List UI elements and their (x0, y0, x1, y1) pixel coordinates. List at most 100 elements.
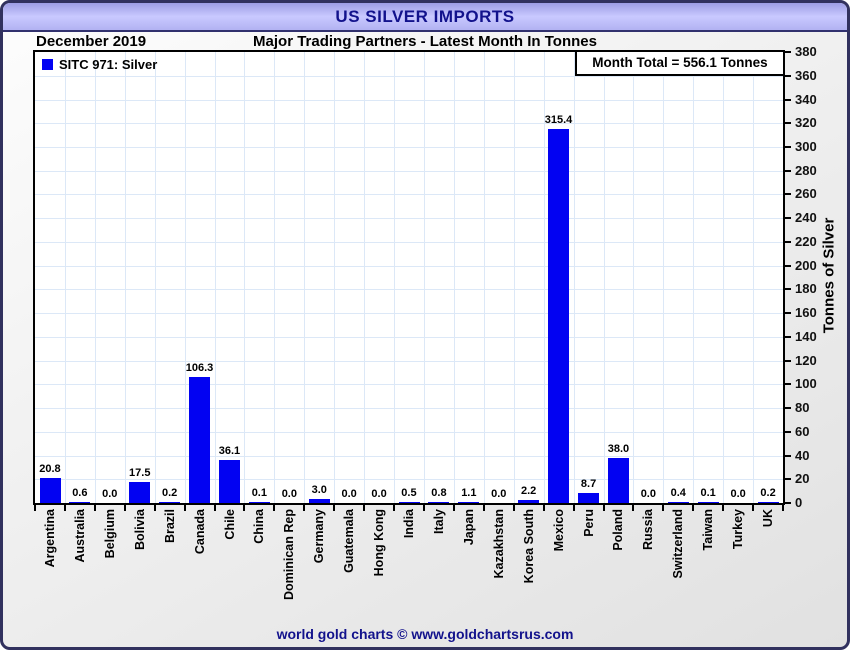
x-tick-label: Belgium (102, 509, 117, 559)
gridline-horizontal (35, 479, 783, 481)
x-tick-label: Taiwan (701, 509, 716, 551)
x-axis-tick (512, 505, 515, 511)
gridline-vertical (394, 52, 395, 503)
gridline-vertical (154, 52, 156, 503)
gridline-horizontal (35, 408, 783, 410)
x-tick-label: Switzerland (671, 509, 686, 579)
bar (548, 128, 570, 503)
x-axis-tick (93, 505, 96, 511)
x-tick-label: Mexico (551, 509, 566, 552)
bar (159, 502, 181, 503)
gridline-vertical (633, 52, 635, 503)
y-tick-label: 100 (795, 376, 817, 392)
bar (607, 457, 629, 503)
y-axis-tick (785, 383, 791, 386)
bar-value-label: 17.5 (129, 467, 151, 480)
gridline-vertical (573, 52, 575, 503)
y-tick-label: 180 (795, 281, 817, 297)
x-axis-tick (63, 505, 66, 511)
x-tick-label: Poland (611, 509, 626, 551)
bar-value-label: 0.2 (760, 487, 776, 499)
gridline-vertical (663, 52, 665, 503)
period-label: December 2019 (36, 33, 147, 50)
y-tick-label: 320 (795, 115, 817, 131)
bar (248, 502, 270, 503)
footer-credit: world gold charts © www.goldchartsrus.co… (276, 626, 574, 642)
bar-value-label: 0.0 (371, 488, 387, 500)
gridline-vertical (364, 52, 366, 503)
legend-swatch-icon (42, 59, 53, 70)
gridline-horizontal (35, 431, 783, 433)
bar-value-label: 1.1 (461, 486, 477, 499)
y-axis-tick (785, 454, 791, 457)
gridline-horizontal (35, 218, 783, 220)
y-axis-tick (785, 193, 791, 196)
x-axis-tick (602, 505, 605, 511)
y-axis-tick (785, 240, 791, 243)
chart-title: US SILVER IMPORTS (3, 3, 847, 32)
bar (578, 492, 599, 503)
bar-value-label: 0.4 (670, 487, 686, 499)
x-tick-label: Guatemala (342, 509, 357, 573)
bar-value-label: 36.1 (218, 445, 241, 458)
y-axis-tick (785, 74, 791, 77)
bar-value-label: 0.6 (72, 487, 88, 499)
y-axis-tick (785, 407, 791, 410)
y-axis-tick (785, 51, 791, 53)
bar-value-label: 0.1 (700, 487, 716, 499)
y-axis-tick (785, 359, 791, 362)
x-tick-label: Turkey (731, 509, 746, 550)
x-axis-tick (662, 505, 665, 511)
bar (428, 502, 450, 503)
y-axis-tick (785, 217, 791, 220)
gridline-vertical (513, 52, 515, 503)
x-axis-tick (722, 505, 725, 511)
x-axis-tick (243, 505, 246, 511)
gridline-vertical (483, 52, 485, 503)
y-axis-tick (785, 169, 791, 172)
bar (39, 478, 61, 503)
y-tick-label: 40 (795, 447, 810, 463)
bar-value-label: 0.0 (491, 488, 507, 500)
x-axis-tick (782, 505, 784, 511)
x-axis-tick (303, 505, 306, 511)
y-tick-label: 0 (795, 495, 803, 510)
x-tick-label: China (252, 509, 267, 544)
x-tick-label: Germany (312, 509, 327, 564)
gridline-vertical (214, 52, 216, 503)
gridline-vertical (723, 52, 725, 503)
bar (189, 376, 211, 503)
gridline-horizontal (35, 289, 783, 291)
gridline-horizontal (35, 123, 783, 125)
x-axis-tick (452, 505, 455, 511)
y-axis-tick (785, 478, 791, 481)
y-tick-label: 300 (795, 138, 817, 154)
y-axis-tick (785, 312, 791, 315)
x-axis-tick (393, 505, 395, 511)
gridline-vertical (543, 52, 545, 503)
bar (757, 502, 779, 503)
bar (308, 499, 330, 503)
bar-value-label: 0.0 (102, 488, 118, 500)
bar-value-label: 0.0 (730, 488, 746, 500)
x-axis-tick (692, 505, 695, 511)
y-axis-tick (785, 264, 791, 267)
y-tick-label: 60 (795, 423, 810, 439)
gridline-vertical (274, 52, 276, 503)
bar (398, 502, 420, 503)
gridline-horizontal (35, 241, 783, 243)
bar-value-label: 0.1 (251, 487, 267, 499)
x-axis-tick (213, 505, 216, 511)
bar-value-label: 0.2 (161, 487, 178, 499)
x-axis-tick (273, 505, 276, 511)
bar-value-label: 0.0 (341, 488, 357, 500)
bar (219, 460, 240, 503)
y-tick-label: 140 (795, 328, 817, 344)
gridline-vertical (184, 52, 186, 503)
bar-value-label: 0.5 (401, 487, 417, 499)
chart-subtitle: Major Trading Partners - Latest Month In… (253, 33, 597, 50)
bar-value-label: 0.8 (431, 487, 447, 499)
x-axis-tick (572, 505, 575, 511)
y-axis-tick (785, 502, 791, 504)
y-axis-tick (785, 430, 791, 433)
